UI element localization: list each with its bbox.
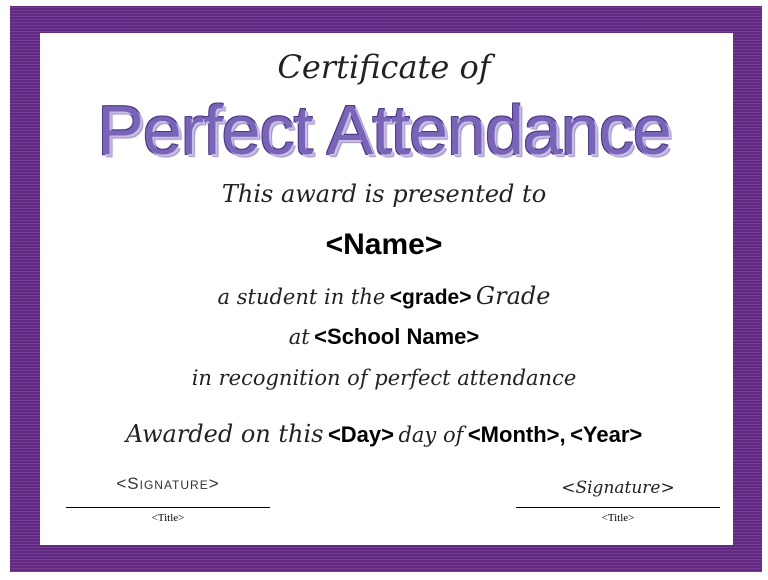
comma: , bbox=[559, 422, 566, 447]
day-value: <Day> bbox=[327, 422, 394, 447]
grade-value: <grade> bbox=[389, 286, 472, 309]
certificate-title: Perfect Attendance bbox=[97, 91, 672, 169]
signature-line-right bbox=[516, 507, 720, 508]
title-right: <Title> bbox=[601, 512, 635, 524]
grade-line: a student in the <grade> Grade bbox=[0, 282, 768, 310]
certificate-subtitle: Certificate of bbox=[277, 48, 491, 86]
recipient-name: <Name> bbox=[325, 228, 443, 261]
presented-text: This award is presented to bbox=[221, 180, 547, 208]
certificate-body bbox=[40, 33, 733, 545]
grade-suffix: Grade bbox=[475, 282, 551, 310]
awarded-line: Awarded on this <Day> day of <Month>, <Y… bbox=[0, 420, 768, 448]
at-text: at bbox=[288, 325, 310, 349]
school-line: at <School Name> bbox=[0, 324, 768, 350]
year-value: <Year> bbox=[570, 422, 643, 447]
student-prefix: a student in the bbox=[217, 285, 386, 309]
signature-right: <Signature> bbox=[561, 478, 675, 498]
day-of-text: day of bbox=[398, 423, 464, 447]
title-left: <Title> bbox=[151, 512, 185, 524]
signature-left: <Signature> bbox=[116, 474, 220, 493]
awarded-prefix: Awarded on this bbox=[125, 420, 324, 448]
recognition-text: in recognition of perfect attendance bbox=[191, 366, 577, 390]
signature-line-left bbox=[66, 507, 270, 508]
school-name: <School Name> bbox=[314, 324, 480, 349]
month-value: <Month> bbox=[467, 422, 560, 447]
